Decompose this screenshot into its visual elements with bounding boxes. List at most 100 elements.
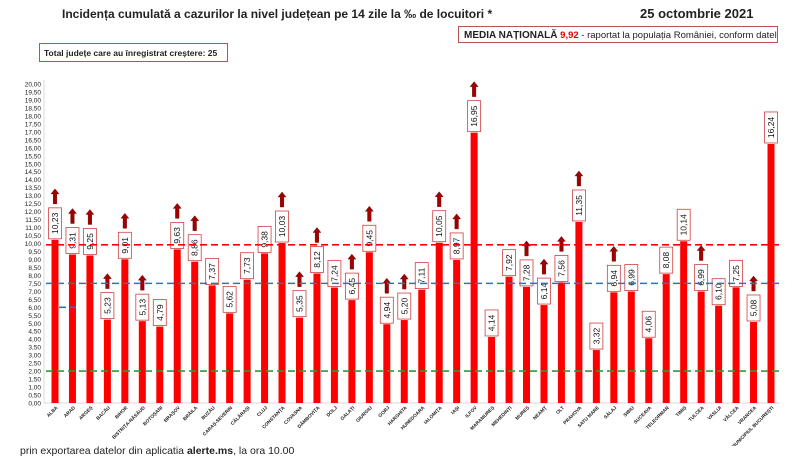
- bar-chart: 0,000,501,001,502,002,503,003,504,004,50…: [25, 80, 780, 446]
- bar: [208, 285, 216, 403]
- increase-arrow-icon: [434, 191, 444, 207]
- increase-arrow-icon: [557, 236, 566, 252]
- data-label-box: [222, 285, 237, 313]
- data-label-box: [764, 111, 778, 144]
- y-tick-label: 3,00: [28, 353, 41, 360]
- y-tick-label: 4,50: [28, 329, 41, 336]
- data-label-box: [711, 278, 726, 306]
- x-tick-label: ARAD: [63, 405, 77, 419]
- data-label: 9,45: [364, 230, 374, 247]
- increase-arrow-icon: [696, 245, 706, 261]
- data-label: 9,31: [67, 232, 77, 249]
- data-label-box: [502, 249, 516, 277]
- data-label: 10,05: [434, 215, 444, 237]
- y-tick-label: 14,50: [25, 169, 42, 176]
- data-label-box: [344, 272, 359, 300]
- bar: [173, 249, 181, 403]
- x-tick-label: VÂLCEA: [722, 404, 741, 423]
- data-label-box: [170, 222, 185, 249]
- increase-arrow-icon: [452, 213, 462, 230]
- x-tick-label: IAȘI: [450, 405, 461, 416]
- bar: [365, 252, 373, 403]
- data-label-box: [606, 264, 621, 292]
- bar: [400, 320, 408, 403]
- y-tick-label: 18,50: [25, 105, 42, 112]
- footer-suffix: , la ora 10.00: [233, 445, 295, 457]
- y-tick-label: 5,00: [28, 321, 41, 328]
- data-label: 9,38: [260, 231, 270, 248]
- national-average-note: - raportat la populația României, confor…: [581, 30, 777, 41]
- bar: [697, 291, 705, 403]
- bar: [767, 143, 775, 404]
- data-label: 6,45: [347, 278, 357, 295]
- y-tick-label: 15,00: [25, 161, 42, 168]
- data-label-box: [676, 208, 691, 241]
- increase-arrow-icon: [364, 205, 374, 222]
- bar: [121, 259, 129, 403]
- data-label: 7,73: [242, 257, 252, 274]
- national-average-label: MEDIA NAȚIONALĂ: [464, 30, 558, 41]
- y-tick-label: 5,50: [28, 313, 41, 320]
- data-label: 5,62: [225, 291, 235, 308]
- x-tick-label: GIURGIU: [355, 405, 374, 424]
- data-label-box: [432, 210, 447, 243]
- bar: [645, 338, 653, 403]
- data-label: 7,28: [522, 264, 532, 281]
- footer-source: alerte.ms: [186, 445, 234, 457]
- data-label: 6,99: [696, 269, 706, 286]
- bar: [51, 239, 59, 403]
- data-label: 5,08: [749, 299, 759, 316]
- y-tick-label: 7,00: [28, 289, 41, 296]
- data-label-box: [746, 294, 761, 322]
- y-tick-label: 12,00: [25, 209, 42, 216]
- bar: [453, 259, 461, 403]
- bar: [557, 282, 565, 403]
- increase-arrow-icon: [382, 277, 392, 294]
- x-tick-label: ALBA: [46, 405, 60, 419]
- data-label: 8,08: [661, 252, 671, 269]
- increase-arrow-icon: [347, 253, 357, 270]
- y-tick-label: 11,50: [25, 217, 41, 224]
- bar: [348, 300, 356, 403]
- increase-arrow-icon: [399, 273, 409, 290]
- data-label: 10,14: [679, 214, 689, 236]
- data-label-box: [135, 293, 150, 321]
- increase-arrow-icon: [190, 215, 200, 231]
- increase-arrow-icon: [469, 81, 479, 97]
- y-tick-label: 0,00: [28, 401, 41, 408]
- data-label-box: [554, 255, 569, 282]
- x-tick-label: GORJ: [377, 405, 391, 419]
- data-label-box: [467, 100, 482, 133]
- increase-arrow-icon: [522, 240, 531, 257]
- x-tick-label: OLT: [555, 405, 566, 416]
- y-tick-label: 1,00: [28, 385, 41, 392]
- data-label-box: [729, 259, 743, 287]
- data-label-box: [449, 232, 464, 260]
- y-tick-label: 0,50: [28, 393, 41, 400]
- increase-arrow-icon: [277, 191, 287, 208]
- data-label: 7,11: [417, 267, 427, 283]
- x-tick-label: BIHOR: [114, 405, 130, 421]
- y-tick-label: 10,00: [25, 241, 42, 248]
- data-label: 8,12: [312, 251, 322, 268]
- bar: [138, 321, 146, 403]
- bar: [330, 287, 338, 403]
- data-label-box: [152, 299, 167, 326]
- data-label-box: [275, 210, 289, 243]
- national-average-value: 9,92: [560, 30, 579, 41]
- x-tick-label: VASLUI: [707, 405, 724, 422]
- y-tick-label: 9,00: [28, 257, 41, 264]
- data-label: 9,25: [85, 233, 95, 250]
- bar: [662, 274, 670, 403]
- increase-arrow-icon: [85, 209, 95, 225]
- data-label-box: [327, 260, 342, 287]
- y-tick-label: 1,50: [28, 377, 41, 384]
- x-tick-label: NEAMȚ: [532, 405, 548, 421]
- y-tick-label: 2,50: [28, 361, 41, 368]
- data-label: 4,94: [382, 302, 392, 319]
- x-tick-label: CARAȘ-SEVERIN: [202, 405, 235, 438]
- data-label-box: [292, 290, 307, 318]
- increase-arrow-icon: [102, 273, 112, 289]
- data-label-box: [83, 228, 97, 255]
- bar: [540, 305, 548, 403]
